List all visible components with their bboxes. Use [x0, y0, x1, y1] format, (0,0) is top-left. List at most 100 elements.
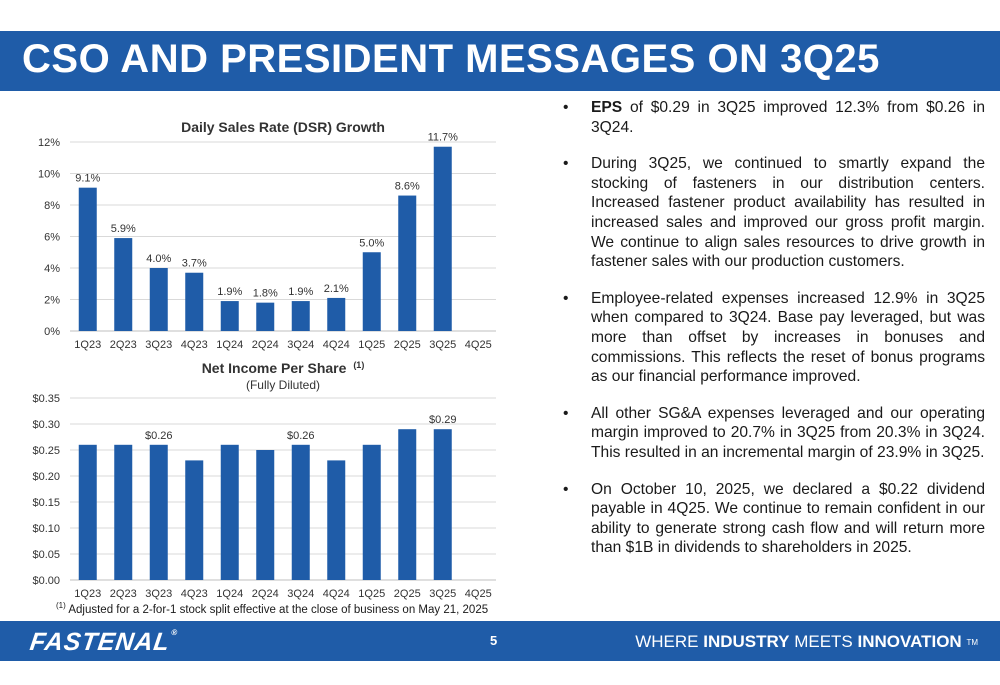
bullet-text: All other SG&A expenses leveraged and ou…	[591, 404, 985, 461]
eps-bar	[220, 444, 239, 580]
bullet-text: of $0.29 in 3Q25 improved 12.3% from $0.…	[591, 99, 985, 136]
footer-bar: FASTENAL® 5 WHERE INDUSTRY MEETS INNOVAT…	[0, 621, 1000, 661]
dsr-data-label: 2.1%	[324, 283, 349, 295]
dsr-x-tick-label: 3Q25	[429, 339, 456, 351]
eps-y-tick-label: $0.30	[32, 419, 60, 431]
tagline-part: MEETS	[789, 632, 858, 651]
eps-bar	[149, 444, 168, 580]
dsr-data-label: 8.6%	[395, 181, 420, 193]
eps-x-tick-label: 1Q23	[74, 588, 101, 600]
dsr-bar	[362, 252, 381, 331]
eps-y-tick-label: $0.10	[32, 523, 60, 535]
dsr-data-label: 1.9%	[217, 286, 242, 298]
bullet-text: During 3Q25, we continued to smartly exp…	[591, 155, 985, 271]
dsr-x-tick-label: 2Q23	[110, 339, 137, 351]
eps-x-tick-label: 2Q25	[394, 588, 421, 600]
eps-x-tick-label: 1Q24	[216, 588, 243, 600]
dsr-data-label: 11.7%	[428, 132, 459, 144]
dsr-x-tick-label: 1Q23	[74, 339, 101, 351]
dsr-bar	[327, 297, 346, 331]
dsr-data-label: 1.8%	[253, 288, 278, 300]
bullet-item: • EPS of $0.29 in 3Q25 improved 12.3% fr…	[563, 98, 985, 137]
bullet-dot: •	[563, 289, 569, 307]
dsr-bar	[114, 238, 133, 331]
eps-y-tick-label: $0.25	[32, 445, 60, 457]
eps-data-label: $0.29	[429, 414, 457, 426]
dsr-bar	[220, 301, 239, 331]
bullet-text: Employee-related expenses increased 12.9…	[591, 289, 985, 386]
eps-x-tick-label: 2Q23	[110, 588, 137, 600]
bullet-dot: •	[563, 155, 569, 173]
logo-text: FASTENAL	[28, 628, 172, 656]
dsr-x-tick-label: 3Q23	[145, 339, 172, 351]
dsr-x-tick-label: 3Q24	[287, 339, 314, 351]
bullet-dot: •	[563, 480, 569, 498]
dsr-data-label: 5.0%	[359, 237, 384, 249]
footnote: (1) Adjusted for a 2-for-1 stock split e…	[56, 601, 488, 616]
bullet-text: On October 10, 2025, we declared a $0.22…	[591, 480, 985, 557]
eps-y-tick-label: $0.15	[32, 497, 60, 509]
logo-registered-mark: ®	[170, 628, 179, 637]
dsr-x-tick-label: 2Q24	[252, 339, 279, 351]
dsr-y-tick-label: 0%	[44, 326, 60, 338]
eps-bar	[114, 444, 133, 580]
dsr-x-tick-label: 4Q25	[465, 339, 492, 351]
dsr-data-label: 5.9%	[111, 223, 136, 235]
eps-bar	[398, 429, 417, 580]
tagline-part: WHERE	[635, 632, 704, 651]
eps-bar	[362, 444, 381, 580]
eps-chart-title-sup: (1)	[353, 360, 364, 370]
dsr-bar	[78, 187, 97, 331]
dsr-y-tick-label: 2%	[44, 295, 60, 307]
dsr-x-tick-label: 1Q24	[216, 339, 243, 351]
eps-x-tick-label: 4Q24	[323, 588, 350, 600]
eps-bar	[78, 444, 97, 580]
eps-y-tick-label: $0.00	[32, 575, 60, 587]
footnote-text: Adjusted for a 2-for-1 stock split effec…	[65, 603, 489, 616]
eps-y-tick-label: $0.35	[32, 393, 60, 405]
eps-y-tick-label: $0.20	[32, 471, 60, 483]
dsr-y-tick-label: 12%	[38, 137, 60, 149]
dsr-x-tick-label: 1Q25	[358, 339, 385, 351]
fastenal-logo: FASTENAL®	[28, 628, 179, 657]
dsr-bar	[149, 268, 168, 331]
title-bar: CSO AND PRESIDENT MESSAGES ON 3Q25	[0, 31, 1000, 91]
tagline-bold: INNOVATION	[857, 632, 962, 651]
dsr-y-tick-label: 6%	[44, 232, 60, 244]
eps-bar	[433, 429, 452, 580]
eps-x-tick-label: 3Q25	[429, 588, 456, 600]
bullet-item: • Employee-related expenses increased 12…	[563, 289, 985, 387]
eps-bar	[185, 460, 204, 580]
dsr-data-label: 1.9%	[288, 286, 313, 298]
dsr-x-tick-label: 4Q23	[181, 339, 208, 351]
bullet-bold: EPS	[591, 99, 623, 116]
dsr-y-tick-label: 8%	[44, 200, 60, 212]
eps-bar	[256, 450, 275, 580]
eps-x-tick-label: 3Q24	[287, 588, 314, 600]
eps-x-tick-label: 4Q23	[181, 588, 208, 600]
bullet-dot: •	[563, 404, 569, 422]
eps-chart-title: Net Income Per Share (1)	[202, 360, 365, 376]
dsr-bar	[433, 146, 452, 331]
eps-data-label: $0.26	[145, 430, 173, 442]
tagline-bold: INDUSTRY	[703, 632, 790, 651]
dsr-chart-title: Daily Sales Rate (DSR) Growth	[181, 119, 385, 135]
dsr-bar	[185, 272, 204, 331]
dsr-y-tick-label: 4%	[44, 263, 60, 275]
bullet-dot: •	[563, 99, 569, 116]
dsr-bar	[398, 195, 417, 331]
dsr-data-label: 9.1%	[75, 173, 100, 185]
eps-x-tick-label: 4Q25	[465, 588, 492, 600]
eps-chart-subtitle: (Fully Diluted)	[246, 378, 320, 392]
dsr-data-label: 4.0%	[146, 253, 171, 265]
dsr-data-label: 3.7%	[182, 258, 207, 270]
eps-y-tick-label: $0.05	[32, 549, 60, 561]
eps-x-tick-label: 3Q23	[145, 588, 172, 600]
dsr-bar	[291, 301, 310, 331]
dsr-chart: 0% 2% 4% 6% 8% 10% 12% 9.1% 1Q23 5.9% 2Q23 4.0% 3Q23…	[38, 132, 496, 351]
charts-area: Daily Sales Rate (DSR) Growth 0% 2% 4% 6% 8%…	[32, 119, 496, 600]
tagline: WHERE INDUSTRY MEETS INNOVATION TM	[635, 632, 978, 652]
trademark-mark: TM	[966, 638, 978, 648]
dsr-y-tick-label: 10%	[38, 169, 60, 181]
eps-chart: $0.00 $0.05 $0.10 $0.15 $0.20 $0.25 $0.30 $0.35…	[32, 393, 496, 600]
